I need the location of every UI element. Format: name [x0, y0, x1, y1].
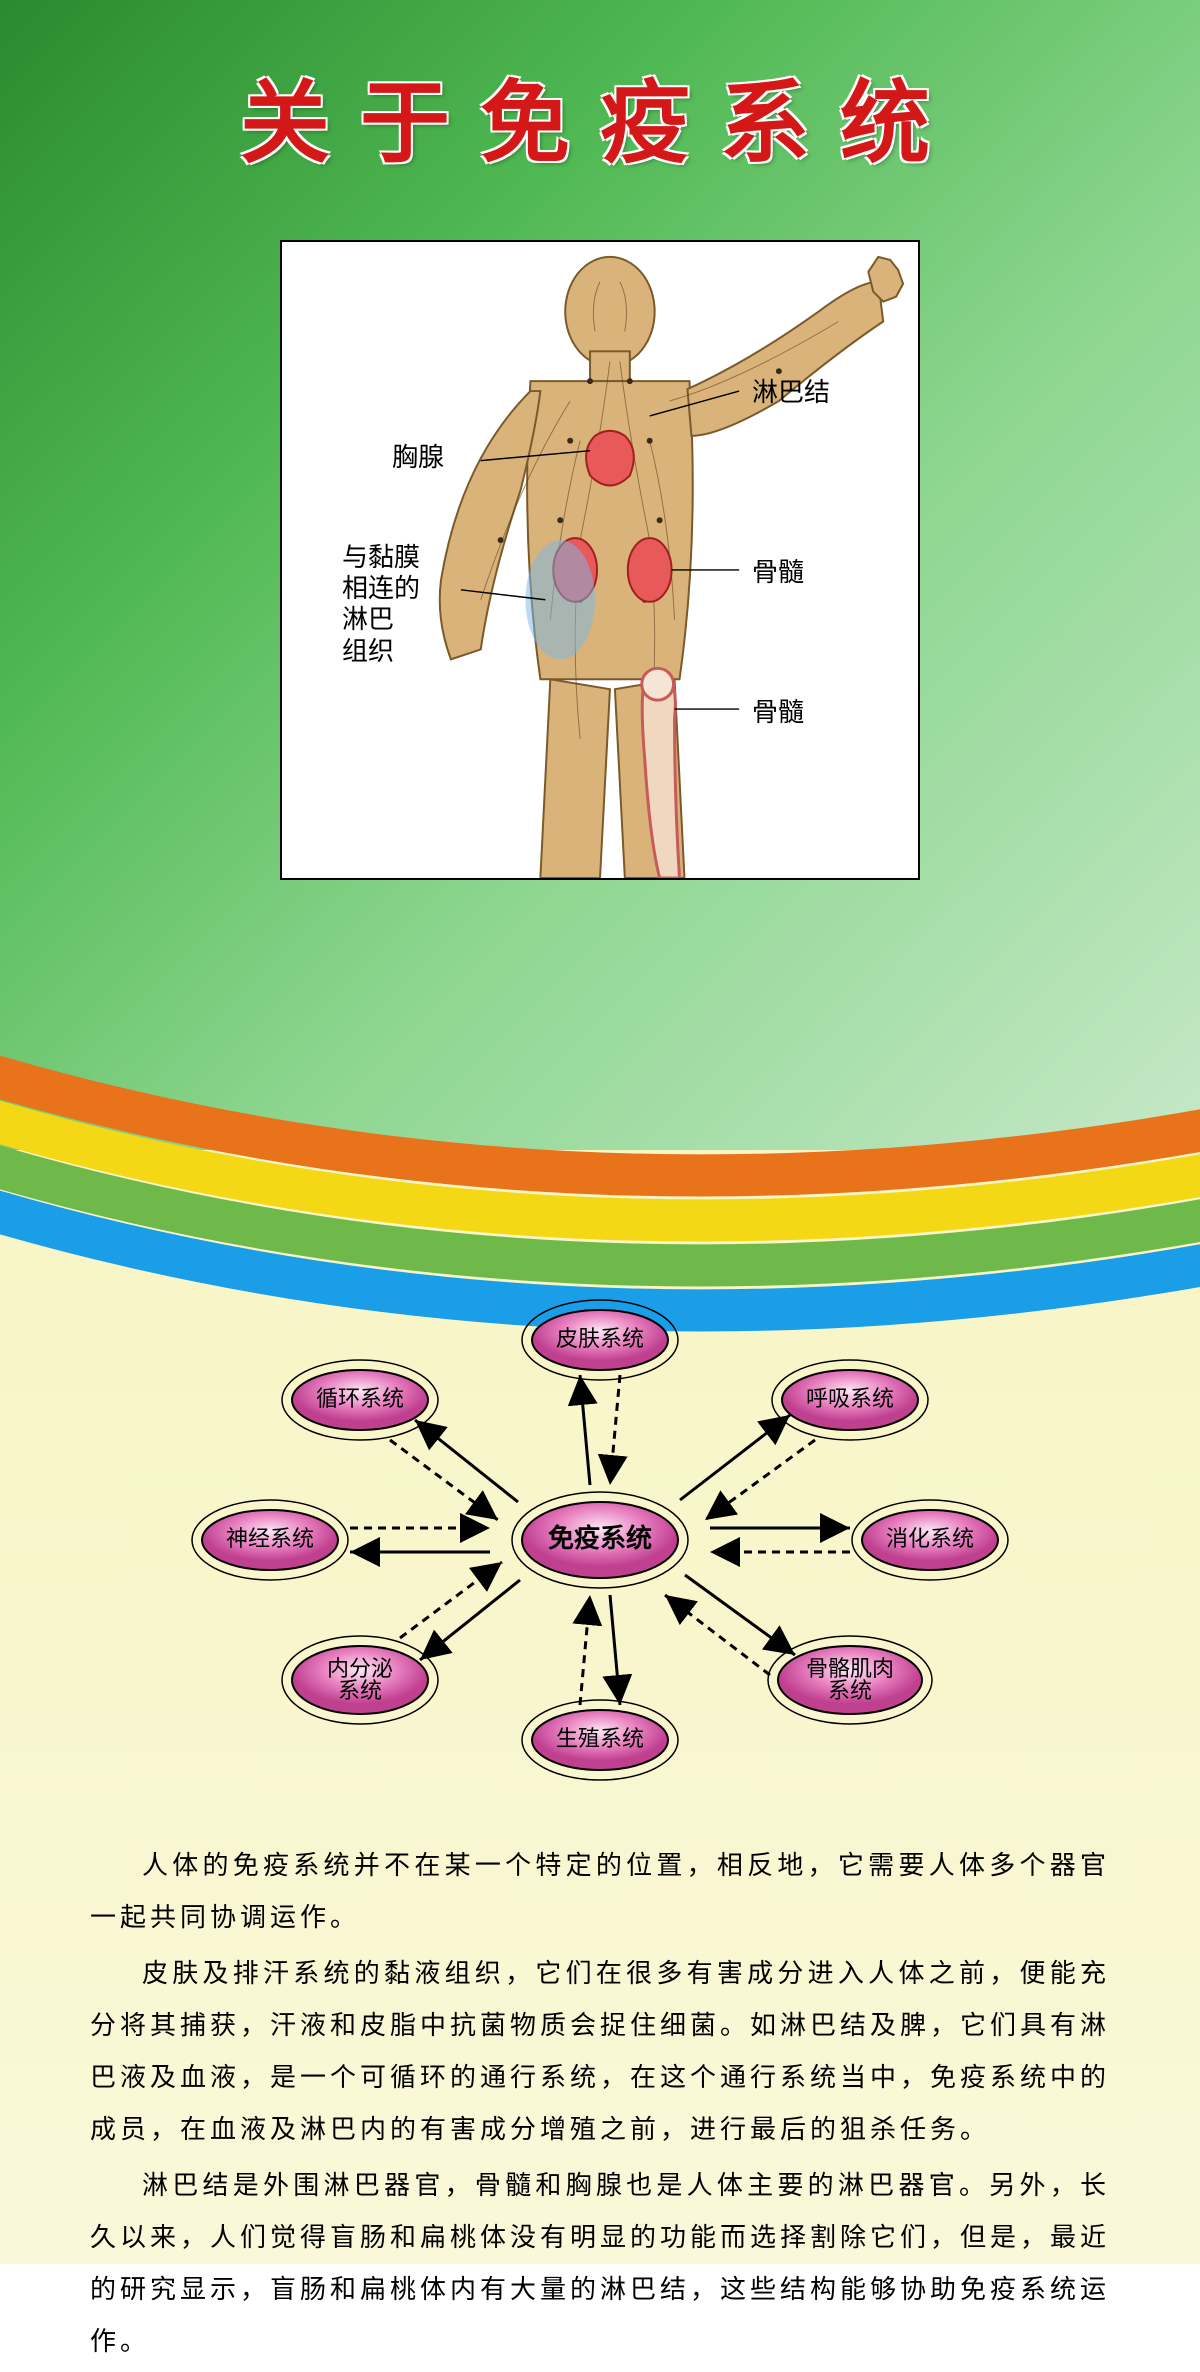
- svg-text:生殖系统: 生殖系统: [556, 1726, 644, 1751]
- node-circulatory: 循环系统: [282, 1360, 438, 1440]
- label-lymph-node: 淋巴结: [752, 377, 830, 408]
- diagram-svg: 免疫系统 皮肤系统 呼吸系统 消化系统 骨骼肌肉: [150, 1260, 1050, 1810]
- svg-text:系统: 系统: [828, 1678, 872, 1703]
- node-reproductive: 生殖系统: [522, 1700, 678, 1780]
- svg-text:皮肤系统: 皮肤系统: [556, 1326, 644, 1351]
- label-bone-marrow-1: 骨髓: [752, 557, 804, 588]
- node-center: 免疫系统: [512, 1492, 688, 1588]
- label-bone-marrow-2: 骨髓: [752, 697, 804, 728]
- node-musculoskeletal: 骨骼肌肉 系统: [768, 1636, 932, 1724]
- node-digestive: 消化系统: [852, 1500, 1008, 1580]
- svg-text:循环系统: 循环系统: [316, 1386, 404, 1411]
- svg-text:消化系统: 消化系统: [886, 1526, 974, 1551]
- svg-text:呼吸系统: 呼吸系统: [806, 1386, 894, 1411]
- paragraph-1: 人体的免疫系统并不在某一个特定的位置，相反地，它需要人体多个器官一起共同协调运作…: [90, 1840, 1110, 1944]
- node-endocrine: 内分泌 系统: [282, 1636, 438, 1724]
- label-mucosa: 与黏膜 相连的 淋巴 组织: [342, 542, 420, 667]
- paragraph-2: 皮肤及排汗系统的黏液组织，它们在很多有害成分进入人体之前，便能充分将其捕获，汗液…: [90, 1948, 1110, 2156]
- svg-text:神经系统: 神经系统: [226, 1526, 314, 1551]
- node-nervous: 神经系统: [192, 1500, 348, 1580]
- main-title: 关于免疫系统: [0, 50, 1200, 180]
- label-thymus: 胸腺: [392, 442, 444, 473]
- svg-text:系统: 系统: [338, 1678, 382, 1703]
- svg-text:免疫系统: 免疫系统: [548, 1523, 652, 1553]
- body-text: 人体的免疫系统并不在某一个特定的位置，相反地，它需要人体多个器官一起共同协调运作…: [90, 1840, 1110, 2372]
- node-respiratory: 呼吸系统: [772, 1360, 928, 1440]
- poster-container: 关于免疫系统: [0, 0, 1200, 2264]
- node-skin: 皮肤系统: [522, 1300, 678, 1380]
- anatomy-diagram: 胸腺 与黏膜 相连的 淋巴 组织 淋巴结 骨髓 骨髓: [280, 240, 920, 880]
- system-diagram: 免疫系统 皮肤系统 呼吸系统 消化系统 骨骼肌肉: [0, 1260, 1200, 1810]
- paragraph-3: 淋巴结是外围淋巴器官，骨髓和胸腺也是人体主要的淋巴器官。另外，长久以来，人们觉得…: [90, 2160, 1110, 2368]
